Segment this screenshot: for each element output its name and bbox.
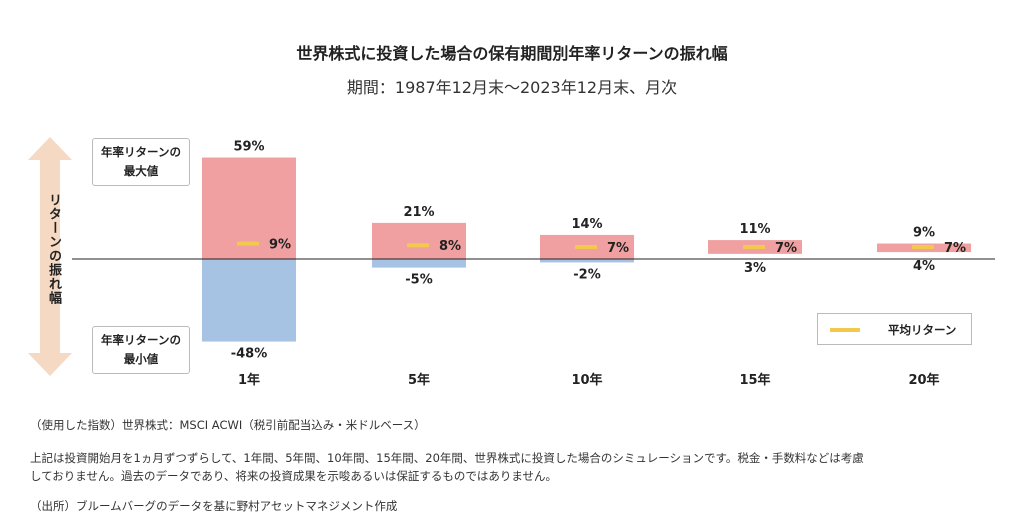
- max-box-line2: 最大値: [123, 164, 159, 178]
- average-value-label: 7%: [944, 241, 966, 256]
- max-value-label: 11%: [739, 222, 770, 237]
- category-label: 1年: [238, 372, 260, 388]
- y-axis-label: リターンの振れ幅: [46, 193, 61, 305]
- average-marker: [237, 241, 259, 246]
- min-value-label: 4%: [913, 259, 935, 274]
- average-value-label: 8%: [439, 239, 461, 254]
- category-label: 5年: [408, 372, 430, 388]
- note-source: （出所）ブルームバーグのデータを基に野村アセットマネジメント作成: [30, 499, 398, 513]
- min-bar: [202, 259, 296, 342]
- min-value-label-box: 年率リターンの 最小値: [92, 326, 190, 374]
- min-value-label: -5%: [405, 273, 432, 288]
- range-arrow: [28, 137, 72, 376]
- legend-average-swatch: [830, 328, 860, 332]
- average-value-label: 7%: [775, 241, 797, 256]
- max-value-label: 9%: [913, 226, 935, 241]
- min-value-label: -2%: [573, 267, 600, 282]
- max-box-line1: 年率リターンの: [101, 145, 181, 159]
- category-label: 15年: [739, 372, 770, 388]
- chart-title: 世界株式に投資した場合の保有期間別年率リターンの振れ幅: [296, 44, 728, 63]
- average-marker: [407, 243, 429, 248]
- legend-average-label: 平均リターン: [888, 323, 957, 337]
- average-marker: [743, 244, 765, 249]
- note-index: （使用した指数）世界株式：MSCI ACWI（税引前配当込み・米ドルベース）: [30, 418, 426, 432]
- average-value-label: 9%: [269, 238, 291, 253]
- min-bar: [540, 259, 634, 263]
- average-marker: [912, 244, 934, 249]
- note-description-2: しておりません。過去のデータであり、将来の投資成果を示唆あるいは保証するものでは…: [30, 469, 558, 483]
- legend: 平均リターン: [817, 313, 972, 345]
- max-value-label: 59%: [233, 140, 264, 155]
- min-value-label: 3%: [744, 261, 766, 276]
- category-label: 10年: [571, 372, 602, 388]
- max-value-label: 21%: [403, 205, 434, 220]
- chart-subtitle: 期間：1987年12月末〜2023年12月末、月次: [346, 78, 678, 97]
- max-bar: [372, 222, 466, 259]
- category-label: 20年: [908, 372, 939, 388]
- min-box-line1: 年率リターンの: [101, 333, 181, 347]
- max-value-label: 14%: [571, 217, 602, 232]
- max-value-label-box: 年率リターンの 最大値: [92, 138, 190, 186]
- note-description-1: 上記は投資開始月を1ヵ月ずつずらして、1年間、5年間、10年間、15年間、20年…: [30, 451, 864, 465]
- average-marker: [575, 244, 597, 249]
- min-box-line2: 最小値: [123, 352, 159, 366]
- min-value-label: -48%: [231, 347, 268, 362]
- min-bar: [372, 259, 466, 268]
- average-value-label: 7%: [607, 241, 629, 256]
